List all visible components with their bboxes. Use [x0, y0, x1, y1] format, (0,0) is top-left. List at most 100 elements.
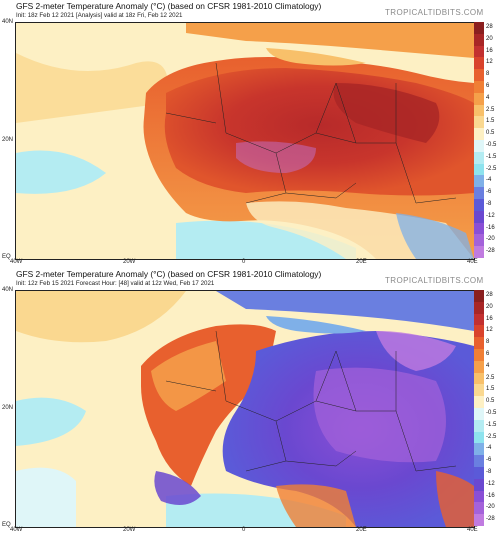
colorbar-swatch — [474, 57, 484, 70]
colorbar-swatch — [474, 372, 484, 385]
lon-label-0: 0 — [242, 259, 246, 265]
colorbar-swatch — [474, 45, 484, 58]
colorbar-label: -16 — [486, 224, 495, 231]
colorbar-swatch — [474, 33, 484, 46]
colorbar-label: 20 — [486, 303, 493, 310]
colorbar-swatch — [474, 384, 484, 397]
colorbar-label: 1.5 — [486, 118, 495, 125]
west-africa-warm-2 — [151, 341, 226, 411]
colorbar-swatch — [474, 360, 484, 373]
colorbar-swatch — [474, 490, 484, 503]
panel-forecast: GFS 2-meter Temperature Anomaly (°C) (ba… — [0, 268, 500, 535]
panel-subtitle: Init: 18z Feb 12 2021 [Analysis] valid a… — [16, 12, 183, 19]
lon-label-20w: 20W — [123, 527, 136, 533]
colorbar-label: -8 — [486, 200, 492, 207]
ocean-warm-patch — [16, 291, 186, 343]
colorbar-label: 12 — [486, 59, 493, 66]
mediterranean — [266, 48, 366, 66]
lon-label-40w: 40W — [10, 527, 23, 533]
colorbar-label: 28 — [486, 291, 493, 298]
panel-subtitle: Init: 12z Feb 15 2021 Forecast Hour: [48… — [16, 280, 215, 287]
colorbar-swatch — [474, 128, 484, 140]
colorbar-label: -2.5 — [486, 433, 497, 440]
colorbar-label: -20 — [486, 504, 495, 511]
ocean-cool-patch — [16, 150, 106, 194]
colorbar-label: 16 — [486, 315, 493, 322]
southern-cool-patch — [396, 213, 474, 259]
anomaly-map-forecast — [15, 290, 475, 528]
colorbar-swatch — [474, 337, 484, 349]
colorbar-swatch — [474, 104, 484, 117]
colorbar-swatch — [474, 222, 484, 235]
lon-label-20e: 20E — [356, 527, 367, 533]
europe-land — [186, 23, 474, 58]
colorbar-label: -12 — [486, 480, 495, 487]
lon-label-20w: 20W — [123, 259, 136, 265]
colorbar-label: -4 — [486, 445, 492, 452]
colorbar-swatch — [474, 116, 484, 129]
colorbar-label: 6 — [486, 82, 490, 89]
colorbar-swatch — [474, 69, 484, 81]
europe-land — [216, 291, 474, 331]
colorbar-swatch — [474, 348, 484, 361]
colorbar-swatch — [474, 502, 484, 515]
colorbar-label: -6 — [486, 457, 492, 464]
colorbar-label: 1.5 — [486, 386, 495, 393]
colorbar-label: -28 — [486, 248, 495, 255]
colorbar-swatch — [474, 514, 484, 526]
map-svg — [16, 291, 474, 527]
colorbar-swatch — [474, 163, 484, 176]
anomaly-map-analysis — [15, 22, 475, 260]
colorbar-swatch — [474, 139, 484, 152]
ocean-cool-patch-2 — [16, 467, 76, 527]
colorbar-swatch — [474, 419, 484, 432]
lat-label-40n: 40N — [2, 287, 14, 293]
lat-label-20n: 20N — [2, 405, 14, 411]
country-borders — [165, 62, 457, 204]
colorbar-labels: 28 20 16 12 8 6 4 2.5 1.5 0.5 -0.5 -1.5 -2.5 -4 -6 -8 -1… — [486, 290, 500, 526]
colorbar — [474, 290, 484, 526]
colorbar-swatch — [474, 455, 484, 467]
libya-sudan-cold-max — [313, 367, 446, 463]
colorbar-label: -4 — [486, 177, 492, 184]
map-svg — [16, 23, 474, 259]
lat-label-eq: EQ — [2, 254, 11, 260]
lon-label-0: 0 — [242, 527, 246, 533]
lon-label-40e: 40E — [467, 527, 478, 533]
ocean-cool-patch — [16, 397, 86, 446]
colorbar-label: 2.5 — [486, 106, 495, 113]
colorbar-label: -12 — [486, 212, 495, 219]
panel-title: GFS 2-meter Temperature Anomaly (°C) (ba… — [16, 1, 322, 11]
mediterranean — [266, 316, 366, 334]
colorbar-label: -28 — [486, 516, 495, 523]
colorbar-swatch — [474, 396, 484, 408]
colorbar-label: -1.5 — [486, 421, 497, 428]
colorbar-swatch — [474, 466, 484, 479]
colorbar — [474, 22, 484, 258]
colorbar-swatch — [474, 290, 484, 302]
colorbar-label: 4 — [486, 94, 490, 101]
colorbar-swatch — [474, 478, 484, 491]
colorbar-label: -2.5 — [486, 165, 497, 172]
colorbar-label: 6 — [486, 350, 490, 357]
colorbar-label: -20 — [486, 236, 495, 243]
colorbar-label: 20 — [486, 35, 493, 42]
lon-label-40e: 40E — [467, 259, 478, 265]
colorbar-label: 28 — [486, 23, 493, 30]
colorbar-swatch — [474, 210, 484, 223]
ocean-warm-patch — [16, 53, 168, 123]
colorbar-swatch — [474, 325, 484, 338]
lat-label-eq: EQ — [2, 522, 11, 528]
colorbar-swatch — [474, 443, 484, 456]
colorbar-swatch — [474, 92, 484, 105]
colorbar-label: -0.5 — [486, 141, 497, 148]
brand-watermark: TROPICALTIDBITS.COM — [385, 276, 484, 285]
colorbar-swatch — [474, 407, 484, 420]
libya-egypt-max — [333, 83, 440, 143]
colorbar-label: -0.5 — [486, 409, 497, 416]
panel-title: GFS 2-meter Temperature Anomaly (°C) (ba… — [16, 269, 322, 279]
colorbar-label: 12 — [486, 327, 493, 334]
colorbar-label: 2.5 — [486, 374, 495, 381]
lat-label-40n: 40N — [2, 19, 14, 25]
lon-label-20e: 20E — [356, 259, 367, 265]
